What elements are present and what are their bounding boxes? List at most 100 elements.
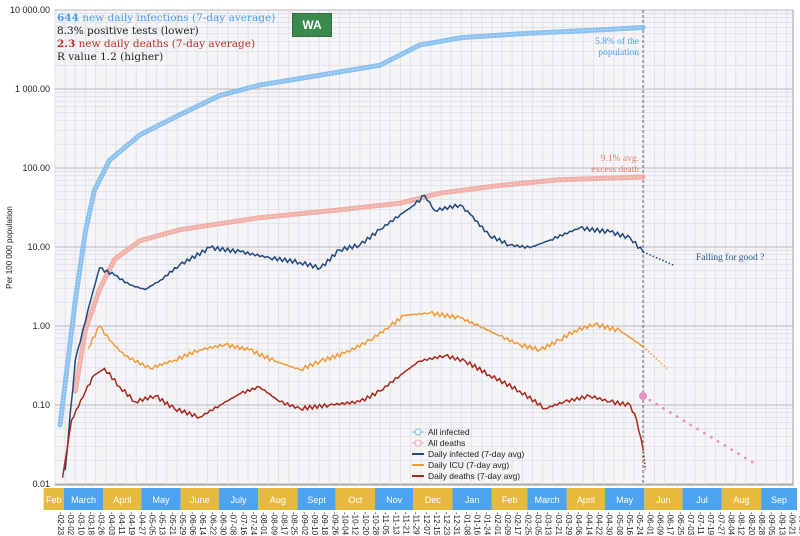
series-daily-infected-7-day-avg-projection — [642, 251, 676, 267]
date-tick-label: -03-13 — [544, 512, 553, 536]
projection-dot — [696, 427, 700, 431]
month-band — [721, 488, 762, 510]
month-label: March — [71, 495, 96, 505]
date-tick-label: -07-24 — [249, 512, 258, 536]
date-tick-label: -04-22 — [594, 512, 603, 536]
date-tick-label: -03-05 — [534, 512, 543, 536]
projection-dot — [675, 415, 679, 419]
date-tick-label: -11-21 — [401, 512, 410, 535]
date-tick-label: -07-19 — [706, 512, 715, 536]
date-tick-label: -03-26 — [97, 512, 106, 536]
legend-entry: All infected — [428, 427, 470, 437]
date-tick-label: -01-16 — [473, 512, 482, 536]
date-tick-label: -06-14 — [198, 512, 207, 536]
projection-dot — [682, 419, 686, 423]
month-band — [491, 488, 528, 510]
month-label: Feb — [502, 495, 518, 505]
series-daily-deaths-7-day-avg — [61, 353, 644, 478]
date-tick-label: -05-29 — [178, 512, 187, 536]
projection-dot — [716, 439, 720, 443]
y-tick-label: 10.00 — [27, 242, 50, 252]
date-tick-label: -09-10 — [310, 512, 319, 536]
date-tick-label: -07-16 — [239, 512, 248, 536]
date-tick-label: -09-21 — [788, 512, 797, 536]
month-band — [218, 488, 259, 510]
date-tick-label: -06-30 — [219, 512, 228, 536]
projection-start-dot — [639, 391, 648, 400]
month-band — [527, 488, 567, 510]
date-tick-label: -03-18 — [86, 512, 95, 536]
y-tick-label: 100.00 — [22, 163, 50, 173]
projection-dot — [750, 460, 754, 464]
date-tick-label: -10-28 — [371, 512, 380, 536]
month-band — [141, 488, 181, 510]
projection-dot — [668, 411, 672, 414]
date-tick-label: -12-31 — [452, 512, 461, 536]
series-all-deaths-markers — [74, 176, 644, 392]
date-tick-label: -03-02 — [66, 512, 75, 536]
deaths-value: 2.3 — [57, 38, 76, 50]
month-label: Aug — [270, 495, 286, 505]
projection-dot — [744, 456, 747, 460]
date-tick-label: -08-20 — [747, 512, 756, 536]
month-label: May — [616, 495, 634, 505]
month-band — [566, 488, 605, 510]
series-daily-infected-7-day-avg — [64, 194, 644, 471]
projection-dot — [689, 423, 693, 427]
month-band — [682, 488, 722, 510]
month-band — [297, 488, 336, 510]
month-band — [413, 488, 453, 510]
date-tick-label: -05-21 — [168, 512, 177, 536]
month-band — [335, 488, 376, 510]
month-label: Sept — [307, 495, 326, 505]
date-tick-label: -06-22 — [208, 512, 217, 536]
date-tick-label: -04-03 — [107, 512, 116, 536]
month-label: Jul — [696, 495, 708, 505]
date-tick-label: -06-01 — [645, 512, 654, 536]
excess-note-line1: 9.1% avg. — [600, 154, 639, 164]
date-tick-label: -08-28 — [757, 512, 766, 536]
date-tick-label: -09-18 — [320, 512, 329, 536]
legend-marker-icon — [414, 439, 422, 447]
date-tick-label: -04-27 — [137, 512, 146, 536]
y-tick-label: 10 000.00 — [10, 5, 50, 15]
month-label: Oct — [348, 495, 363, 505]
month-label: Dec — [425, 495, 442, 505]
date-tick-label: -12-15 — [432, 512, 441, 536]
month-band — [43, 488, 64, 510]
date-tick-label: -03-21 — [554, 512, 563, 536]
population-note-line1: 5.8% of the — [594, 37, 639, 47]
date-tick-label: -09-26 — [330, 512, 339, 536]
date-tick-label: -05-08 — [615, 512, 624, 536]
date-tick-label: -06-25 — [676, 512, 685, 536]
month-band — [103, 488, 142, 510]
month-label: Aug — [733, 495, 749, 505]
population-note-line2: population — [598, 48, 639, 58]
date-tick-label: -09-29 — [798, 512, 800, 536]
date-tick-label: -03-29 — [564, 512, 573, 536]
excess-note-line2: excess death — [591, 165, 639, 175]
date-tick-label: -04-06 — [574, 512, 583, 536]
month-band — [452, 488, 492, 510]
projection-dot — [737, 452, 740, 456]
series-daily-deaths-7-day-avg-projection — [642, 448, 647, 471]
positive-tests: 8.3% positive tests (lower) — [57, 25, 199, 37]
projection-dot — [723, 444, 727, 447]
date-tick-label: -02-25 — [523, 512, 532, 536]
date-tick-label: -05-16 — [625, 512, 634, 536]
month-band — [644, 488, 683, 510]
series-daily-icu-7-day-avg — [87, 310, 644, 372]
legend-entry: All deaths — [428, 438, 465, 448]
legend-entry: Daily ICU (7-day avg) — [428, 460, 509, 470]
projection-dot — [709, 435, 713, 439]
projection-dot — [703, 431, 706, 435]
month-band — [63, 488, 104, 510]
date-tick-label: -05-05 — [147, 512, 156, 536]
date-tick-label: -06-06 — [188, 512, 197, 536]
date-tick-label: -03-10 — [76, 512, 85, 536]
date-tick-label: -09-13 — [777, 512, 786, 536]
month-band — [180, 488, 219, 510]
month-label: April — [577, 495, 595, 505]
y-tick-label: 1 000.00 — [15, 84, 50, 94]
